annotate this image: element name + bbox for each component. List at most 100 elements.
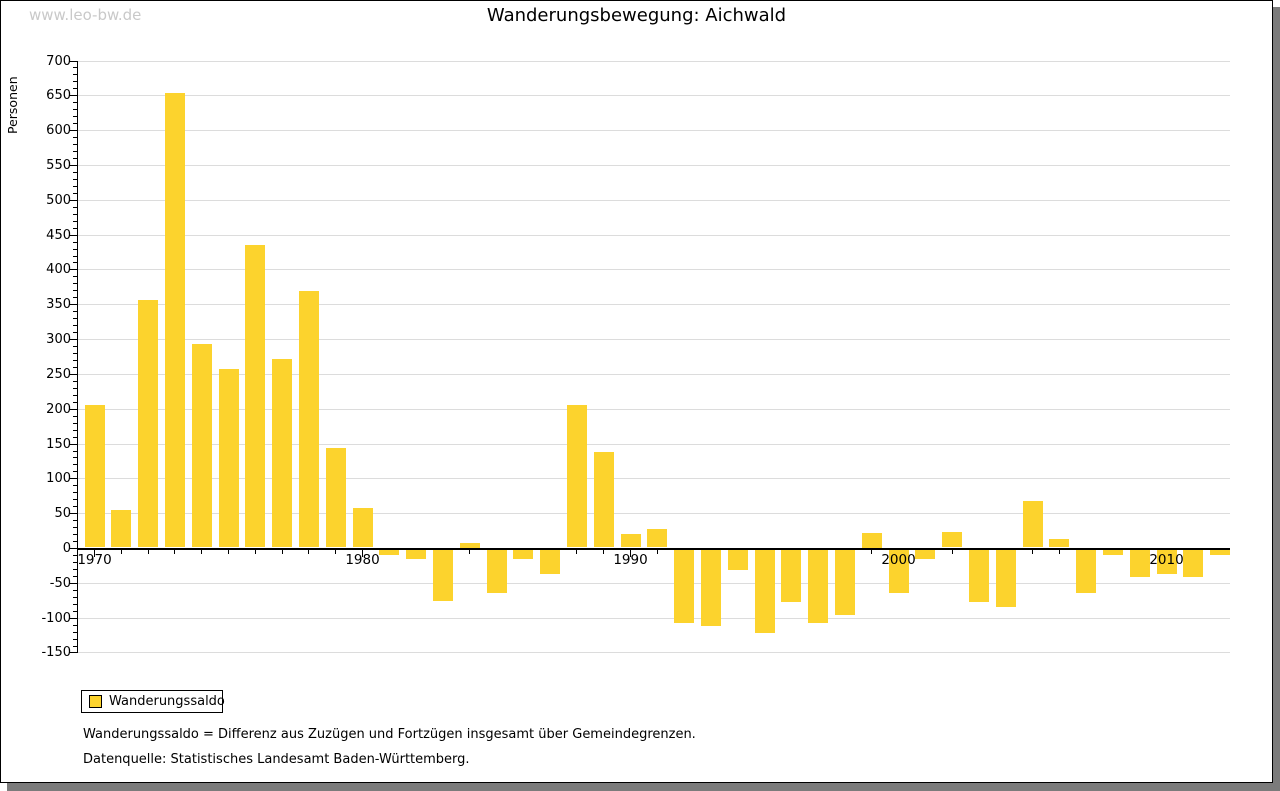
x-tick-label: 2000 [881,551,916,568]
bar-2008 [1102,549,1123,556]
bar-1989 [593,452,614,548]
y-gridline [77,60,1230,62]
x-axis-tick [254,549,256,554]
bar-2003 [968,549,989,603]
y-axis-tick [70,234,77,236]
y-axis-tick [73,485,77,487]
y-tick-label: 0 [62,541,71,556]
x-axis-line [77,547,1230,550]
y-axis-tick [73,346,77,348]
y-axis-tick [70,164,77,166]
bar-1997 [808,549,829,623]
y-tick-label: 50 [54,506,71,522]
y-axis-tick [73,624,77,626]
y-axis-tick [73,318,77,320]
y-tick-label: 550 [46,157,71,173]
x-axis-tick [603,549,605,554]
y-axis-tick [73,213,77,215]
bar-1976 [245,244,266,548]
y-axis-tick [73,387,77,389]
y-axis-tick [73,102,77,104]
y-axis-tick [70,582,77,584]
y-axis-tick [73,527,77,529]
y-axis-tick [73,311,77,313]
y-axis-tick [73,123,77,125]
y-axis-tick [70,60,77,62]
y-axis-tick [73,499,77,501]
y-axis-tick [73,359,77,361]
bar-2000 [888,549,909,594]
y-axis-tick [73,366,77,368]
y-tick-label: 450 [46,227,71,243]
legend-label: Wanderungssaldo [109,694,225,709]
x-axis-tick [576,549,578,554]
y-axis-tick [73,575,77,577]
bar-1973 [164,92,185,548]
y-axis-tick [70,373,77,375]
y-axis-tick [73,88,77,90]
bar-1981 [379,549,400,556]
y-gridline [77,652,1230,654]
y-axis-tick [73,325,77,327]
y-axis-tick [73,353,77,354]
y-tick-label: 400 [46,262,71,278]
y-axis-tick [73,332,77,334]
y-gridline [77,199,1230,201]
y-axis-tick [73,74,77,76]
y-axis-tick [73,568,77,570]
x-axis-tick [469,549,471,554]
bar-1970 [84,404,105,548]
legend-swatch-icon [89,695,102,708]
bar-1974 [191,344,212,548]
chart-title: Wanderungsbewegung: Aichwald [486,5,787,26]
y-axis-tick [73,255,77,257]
y-axis-line [77,61,78,653]
y-gridline [77,617,1230,619]
y-tick-label: -50 [49,575,71,591]
y-axis-tick [70,443,77,445]
y-gridline [77,478,1230,480]
y-axis-tick [70,652,77,654]
y-axis-tick [73,297,77,299]
y-tick-label: 350 [46,297,71,313]
y-axis-tick [73,561,77,563]
bar-1984 [459,542,480,548]
y-axis-tick [73,283,77,285]
y-axis-tick [73,67,77,69]
y-tick-label: 600 [46,123,71,139]
bar-1972 [138,299,159,548]
x-axis-tick [120,549,122,554]
y-axis-tick [73,492,77,494]
y-axis-tick [70,617,77,619]
bar-2005 [1022,500,1043,548]
y-axis-tick [73,192,77,194]
x-axis-tick [201,549,203,554]
bar-2002 [942,532,963,548]
bar-1980 [352,507,373,548]
y-tick-label: 500 [46,192,71,208]
y-axis-tick [73,109,77,111]
bar-1985 [486,549,507,594]
y-tick-label: -100 [41,610,71,626]
y-axis-tick [73,541,77,543]
x-tick-label: 2010 [1149,551,1184,568]
y-gridline [77,373,1230,375]
y-tick-label: 150 [46,436,71,452]
x-axis-tick [630,549,631,557]
y-tick-label: 700 [46,53,71,69]
y-axis-tick [73,248,77,250]
y-axis-tick [73,262,77,264]
y-axis-tick [73,596,77,598]
y-gridline [77,513,1230,515]
y-tick-label: 200 [46,401,71,417]
y-axis-tick [70,130,77,132]
bar-2007 [1076,549,1097,594]
bar-2012 [1210,549,1231,556]
bar-1998 [834,549,855,615]
y-axis-tick [73,520,77,522]
bar-1986 [513,549,534,560]
y-gridline [77,443,1230,445]
y-axis-tick [73,471,77,473]
y-axis-tick [73,380,77,382]
